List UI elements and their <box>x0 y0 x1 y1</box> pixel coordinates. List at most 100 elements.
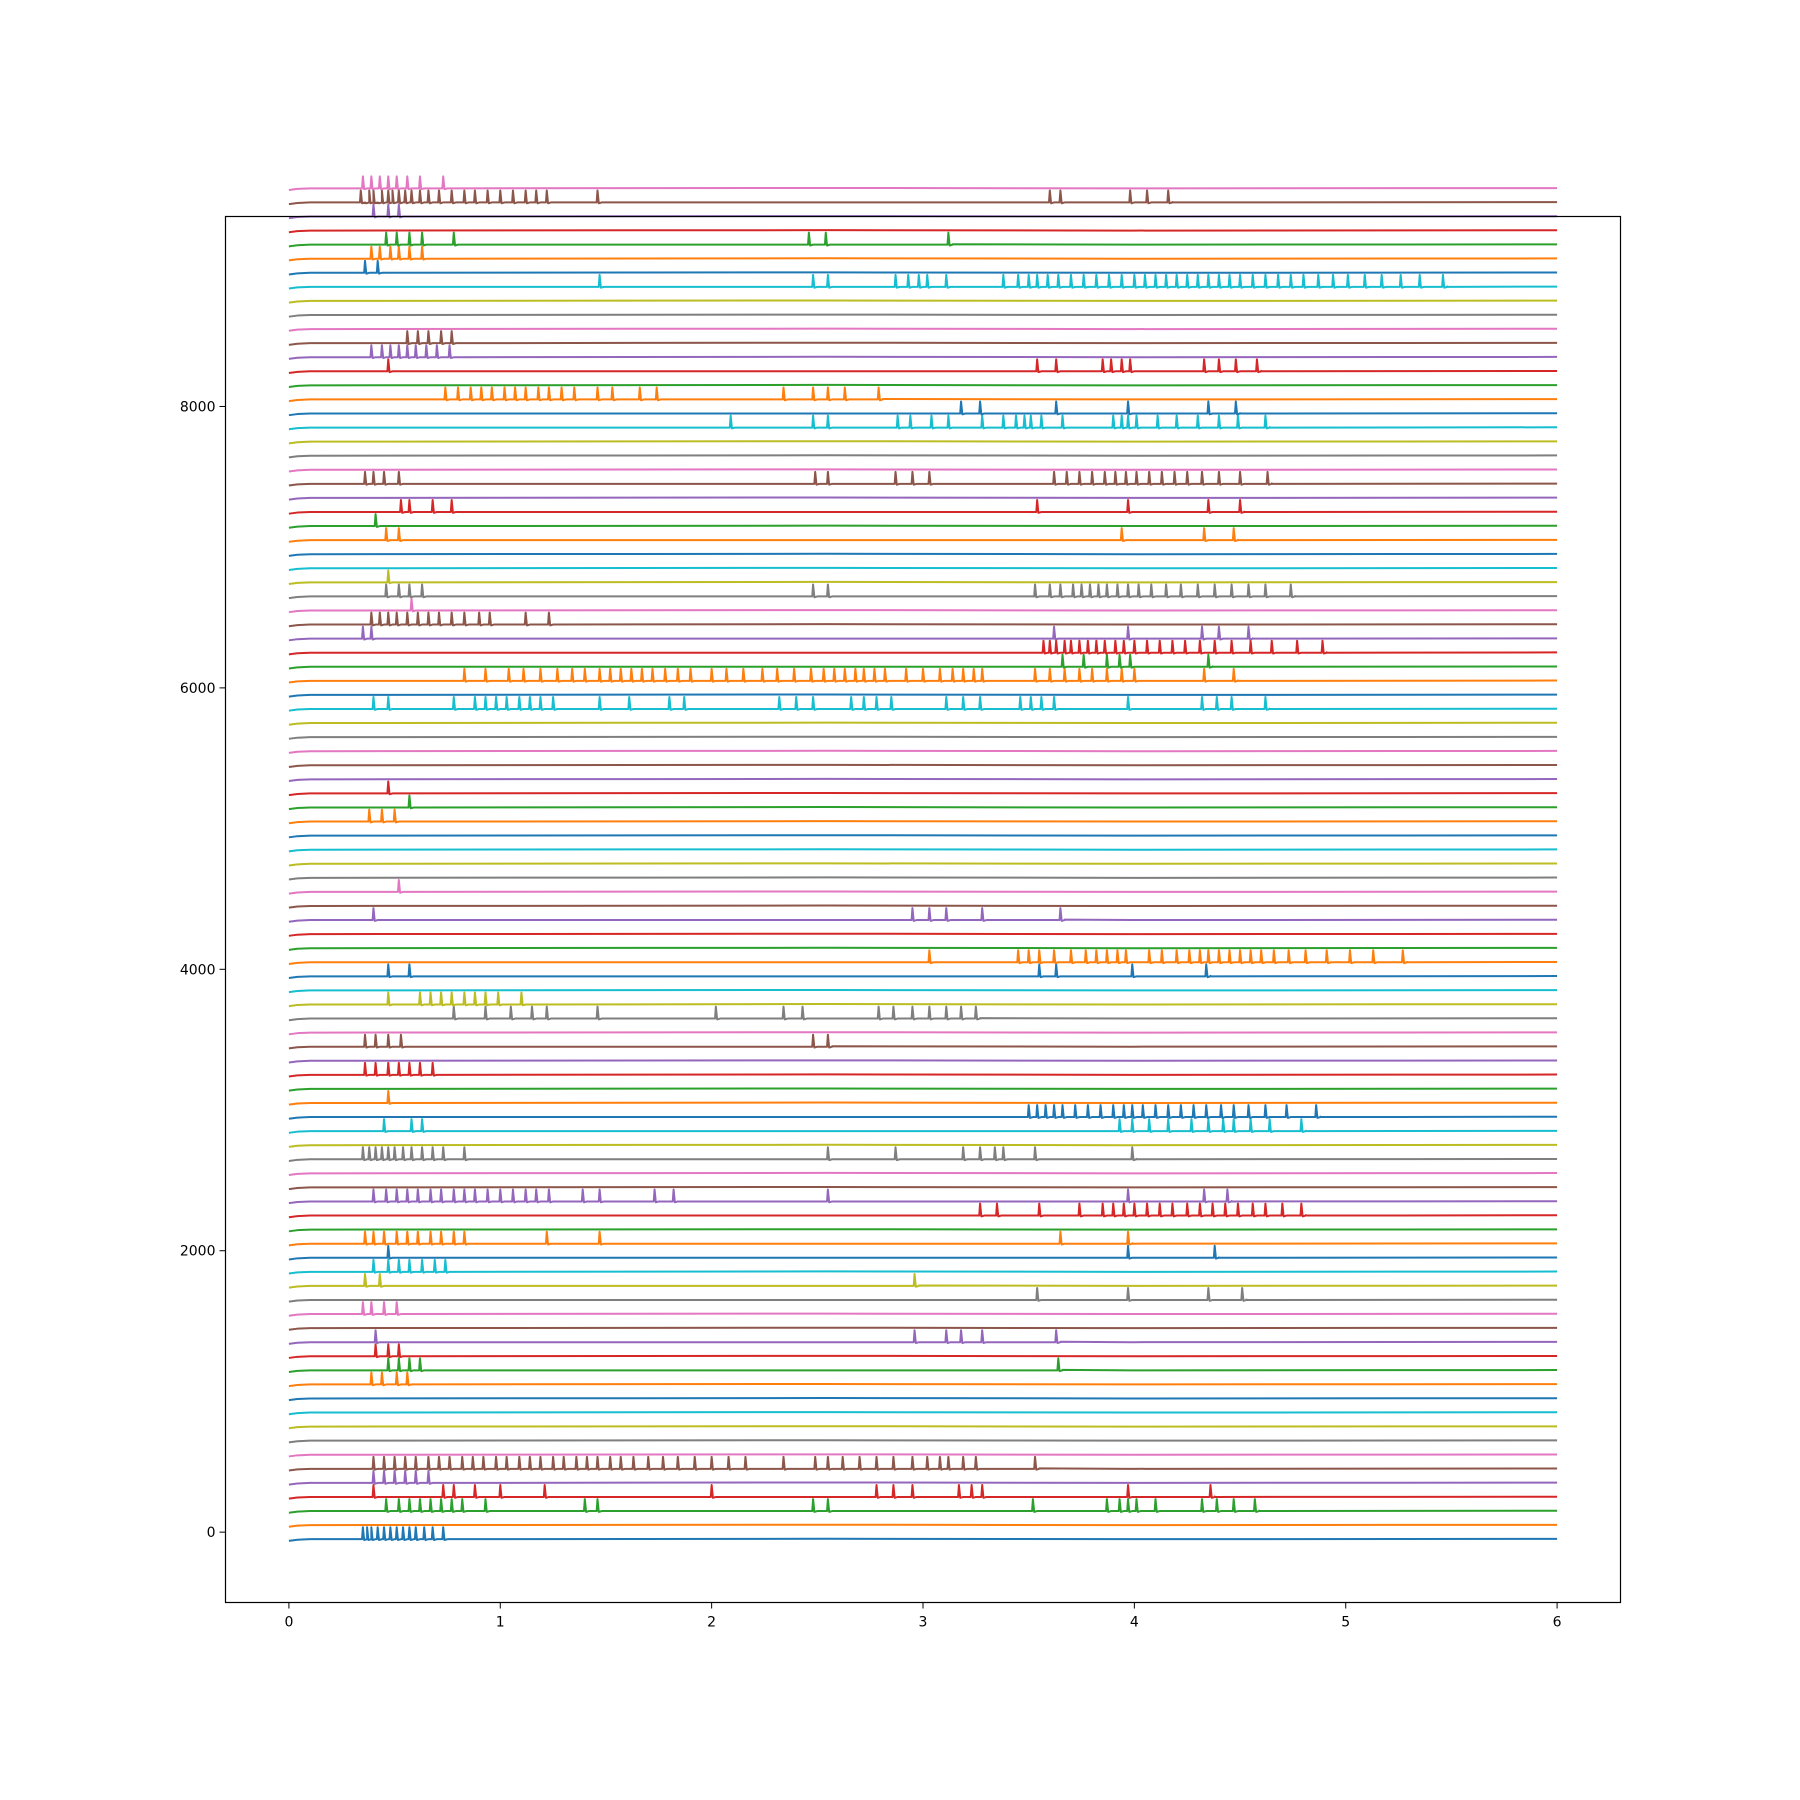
series-line-69 <box>288 566 1558 571</box>
x-axis: 0 1 2 3 4 5 6 <box>284 1602 1562 1631</box>
series-line-95 <box>288 189 1558 206</box>
series-line-84 <box>288 344 1558 360</box>
series-line-64 <box>288 625 1558 642</box>
series-line-21 <box>288 1230 1558 1247</box>
series-line-11 <box>288 1371 1558 1388</box>
series-line-27 <box>288 1146 1558 1162</box>
series-line-42 <box>288 946 1558 951</box>
series-line-46 <box>288 878 1558 895</box>
x-tick-label: 6 <box>1553 1615 1562 1631</box>
series-line-41 <box>288 949 1558 965</box>
x-tick-label: 1 <box>496 1615 505 1631</box>
series-line-75 <box>288 470 1558 487</box>
series-line-23 <box>288 1202 1558 1219</box>
series-line-22 <box>288 1228 1558 1233</box>
series-line-3 <box>288 1484 1558 1500</box>
series-line-14 <box>288 1329 1558 1345</box>
series-line-47 <box>288 876 1558 881</box>
x-tick-label: 4 <box>1130 1615 1139 1631</box>
series-line-8 <box>288 1425 1558 1430</box>
series-line-2 <box>288 1498 1558 1514</box>
series-line-5 <box>288 1455 1558 1472</box>
series-line-16 <box>288 1301 1558 1317</box>
series-line-31 <box>288 1090 1558 1106</box>
series-line-90 <box>288 259 1558 276</box>
series-line-66 <box>288 597 1558 614</box>
series-line-7 <box>288 1439 1558 1444</box>
series-line-71 <box>288 527 1558 543</box>
series-line-82 <box>288 383 1558 389</box>
series-line-12 <box>288 1357 1558 1374</box>
series-line-56 <box>288 749 1558 754</box>
series-line-37 <box>288 1005 1558 1022</box>
series-line-48 <box>288 862 1558 867</box>
series-line-18 <box>288 1272 1558 1289</box>
series-line-62 <box>288 653 1558 670</box>
x-tick-label: 0 <box>284 1615 293 1631</box>
series-line-72 <box>288 513 1558 529</box>
series-line-25 <box>288 1185 1558 1191</box>
series-line-43 <box>288 932 1558 937</box>
series-line-1 <box>288 1523 1558 1528</box>
series-line-38 <box>288 991 1558 1008</box>
series-line-91 <box>288 245 1558 262</box>
series-line-55 <box>288 763 1558 768</box>
series-line-26 <box>288 1171 1558 1177</box>
series-line-92 <box>288 231 1558 248</box>
series-line-68 <box>288 569 1558 586</box>
series-line-60 <box>288 693 1558 698</box>
series-line-49 <box>288 848 1558 853</box>
series-group <box>288 175 1558 1542</box>
x-tick-label: 5 <box>1341 1615 1350 1631</box>
series-line-10 <box>288 1397 1558 1402</box>
series-line-30 <box>288 1104 1558 1120</box>
series-line-24 <box>288 1188 1558 1205</box>
series-line-86 <box>288 327 1558 332</box>
series-line-9 <box>288 1411 1558 1416</box>
series-line-80 <box>288 400 1558 417</box>
series-line-28 <box>288 1143 1558 1148</box>
series-line-15 <box>288 1326 1558 1331</box>
series-line-40 <box>288 963 1558 980</box>
series-line-29 <box>288 1118 1558 1134</box>
y-tick-label: 8000 <box>180 399 216 415</box>
series-line-54 <box>288 777 1558 783</box>
series-line-6 <box>288 1453 1558 1458</box>
series-line-32 <box>288 1087 1558 1092</box>
series-line-13 <box>288 1343 1558 1359</box>
series-line-81 <box>288 386 1558 403</box>
series-line-58 <box>288 721 1558 726</box>
series-line-59 <box>288 696 1558 712</box>
x-tick-label: 3 <box>919 1615 928 1631</box>
series-line-78 <box>288 440 1558 445</box>
series-line-52 <box>288 794 1558 811</box>
y-axis: 0 2000 4000 6000 8000 <box>180 399 226 1541</box>
series-line-4 <box>288 1469 1558 1486</box>
series-line-77 <box>288 454 1558 459</box>
y-tick-label: 0 <box>207 1525 216 1541</box>
series-line-79 <box>288 414 1558 431</box>
series-line-44 <box>288 907 1558 923</box>
series-line-93 <box>288 229 1558 234</box>
series-line-96 <box>288 175 1558 192</box>
series-line-36 <box>288 1031 1558 1036</box>
series-line-39 <box>288 988 1558 994</box>
series-line-73 <box>288 499 1558 515</box>
series-line-74 <box>288 496 1558 501</box>
series-line-87 <box>288 313 1558 318</box>
series-line-45 <box>288 904 1558 909</box>
series-line-89 <box>288 273 1558 290</box>
series-line-34 <box>288 1059 1558 1064</box>
series-line-70 <box>288 552 1558 557</box>
series-line-17 <box>288 1287 1558 1303</box>
series-line-61 <box>288 667 1558 684</box>
series-line-88 <box>288 299 1558 304</box>
series-line-20 <box>288 1244 1558 1261</box>
series-line-63 <box>288 639 1558 656</box>
series-line-65 <box>288 611 1558 628</box>
series-line-33 <box>288 1061 1558 1078</box>
y-tick-label: 6000 <box>180 681 216 697</box>
series-line-83 <box>288 358 1558 374</box>
